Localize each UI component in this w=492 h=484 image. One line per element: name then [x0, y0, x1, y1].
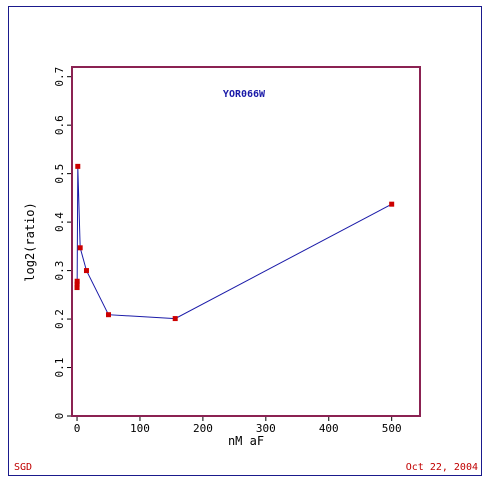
y-tick-label: 0.7: [53, 67, 66, 87]
plot-area-border: [71, 66, 421, 417]
y-tick-label: 0.6: [53, 115, 66, 135]
source-label: SGD: [14, 462, 33, 473]
data-point: [74, 281, 80, 287]
date-label: Oct 22, 2004: [405, 462, 478, 473]
data-point: [389, 201, 395, 207]
x-axis-label: nM aF: [228, 434, 264, 448]
y-tick-label: 0.3: [53, 261, 66, 281]
y-tick-label: 0.4: [53, 212, 66, 232]
figure-frame: [8, 6, 482, 476]
y-tick-label: 0.2: [53, 309, 66, 329]
data-point: [74, 278, 80, 284]
data-point: [77, 245, 83, 251]
data-point: [172, 316, 178, 322]
series-layer: [74, 163, 395, 322]
data-point: [105, 312, 111, 318]
data-point: [74, 285, 80, 291]
x-tick-label: 300: [256, 422, 276, 435]
x-tick-label: 200: [193, 422, 213, 435]
data-point: [75, 163, 81, 169]
chart-title: YOR066W: [223, 89, 266, 100]
data-point: [83, 268, 89, 274]
x-tick-label: 400: [319, 422, 339, 435]
series-line: [76, 166, 392, 320]
y-tick-label: 0.5: [53, 164, 66, 184]
x-tick-label: 500: [382, 422, 402, 435]
y-tick-label: 0: [53, 413, 66, 420]
y-tick-label: 0.1: [53, 358, 66, 378]
x-tick-label: 0: [74, 422, 81, 435]
axes: 0 100 200 300 400 500 0 0.1 0.2 0.3 0.4 0.5 0.6 0.7: [53, 67, 402, 435]
y-axis-label: log2(ratio): [23, 202, 37, 281]
x-tick-label: 100: [130, 422, 150, 435]
